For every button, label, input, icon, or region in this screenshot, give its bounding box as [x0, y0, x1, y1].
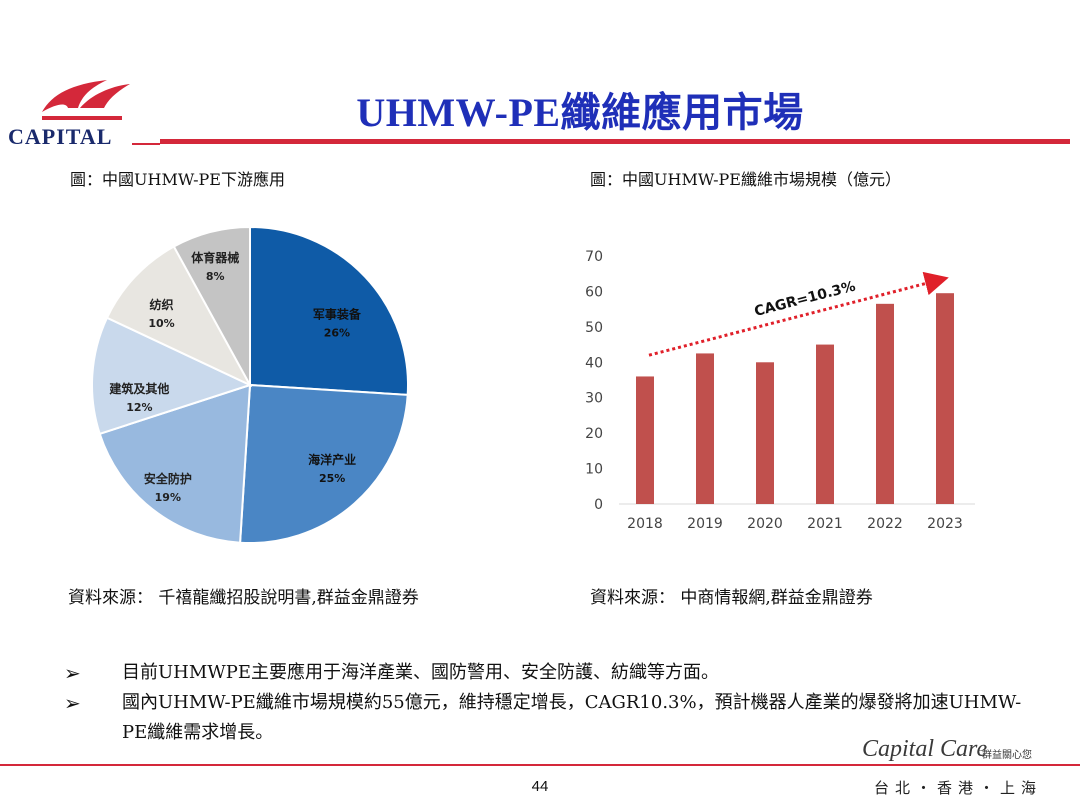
x-tick-label: 2023 — [927, 516, 963, 532]
y-tick-label: 10 — [585, 462, 603, 478]
office-locations: 台北・香港・上海 — [874, 777, 1042, 798]
page-title: UHMW-PE纖維應用市場 — [240, 80, 920, 138]
title-divider-thin — [132, 143, 160, 145]
pie-slice-value: 12% — [126, 401, 152, 414]
y-tick-label: 50 — [585, 320, 603, 336]
pie-slice-label: 安全防护 — [144, 471, 192, 486]
cagr-annotation: CAGR=10.3% — [753, 278, 857, 319]
cagr-trend-arrow — [649, 279, 943, 355]
pie-slice-value: 19% — [155, 491, 181, 504]
bar — [876, 304, 894, 504]
footer-divider — [0, 764, 1080, 766]
pie-slice-label: 海洋产业 — [308, 452, 356, 467]
y-tick-label: 20 — [585, 426, 603, 442]
pie-slice-label: 纺织 — [150, 297, 174, 312]
arrow-bullet-icon: ➢ — [64, 688, 81, 718]
brand-subtext: 群益關心您 — [982, 746, 1032, 761]
bar-chart: 0 10 20 30 40 50 60 70 2018 2019 2020 2021 2022 2023 C… — [575, 230, 995, 540]
y-tick-label: 30 — [585, 391, 603, 407]
x-tick-label: 2022 — [867, 516, 903, 532]
y-tick-label: 40 — [585, 355, 603, 371]
pie-slice-label: 体育器械 — [191, 250, 239, 265]
bullet-item: ➢ 目前UHMWPE主要應用于海洋產業、國防警用、安全防護、紡織等方面。 — [64, 658, 1044, 688]
title-divider — [160, 139, 1070, 144]
pie-slice-value: 25% — [319, 472, 345, 485]
x-tick-label: 2020 — [747, 516, 783, 532]
pie-chart-source: 資料來源： 千禧龍纖招股說明書,群益金鼎證券 — [68, 583, 419, 608]
x-tick-label: 2021 — [807, 516, 843, 532]
y-tick-label: 0 — [594, 497, 603, 513]
pie-slice-label: 军事装备 — [313, 307, 362, 322]
logo-text: CAPITAL — [8, 124, 112, 150]
page-number: 44 — [520, 778, 560, 795]
pie-slice-value: 8% — [206, 270, 225, 283]
brand-logo-text: Capital Care — [862, 736, 987, 763]
bar — [636, 376, 654, 504]
x-tick-label: 2019 — [687, 516, 723, 532]
pie-chart-caption: 圖：中國UHMW-PE下游應用 — [70, 166, 285, 190]
bar — [696, 353, 714, 504]
bullet-list: ➢ 目前UHMWPE主要應用于海洋產業、國防警用、安全防護、紡織等方面。 ➢ 國… — [64, 658, 1044, 748]
y-tick-label: 70 — [585, 249, 603, 265]
bar — [816, 345, 834, 504]
bar — [756, 362, 774, 504]
pie-slice-value: 26% — [324, 327, 350, 340]
bar-chart-caption: 圖：中國UHMW-PE纖維市場規模（億元） — [590, 166, 901, 190]
pie-chart: 军事装备 26% 海洋产业 25% 安全防护 19% 建筑及其他 12% 纺织 10% 体育器械 8% — [80, 220, 420, 560]
bar — [936, 293, 954, 504]
y-tick-label: 60 — [585, 284, 603, 300]
bar-chart-source: 資料來源： 中商情報網,群益金鼎證券 — [590, 583, 873, 608]
pie-slice-label: 建筑及其他 — [108, 381, 169, 396]
arrow-bullet-icon: ➢ — [64, 658, 81, 688]
bullet-text: 目前UHMWPE主要應用于海洋產業、國防警用、安全防護、紡織等方面。 — [122, 662, 719, 683]
x-tick-label: 2018 — [627, 516, 663, 532]
pie-slice-value: 10% — [148, 317, 174, 330]
